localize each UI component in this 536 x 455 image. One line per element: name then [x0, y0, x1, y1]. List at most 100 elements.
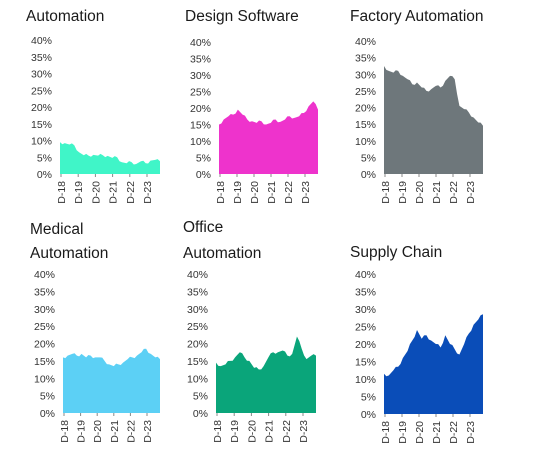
y-tick-label: 20% [31, 102, 52, 114]
x-tick-label: D-19 [229, 420, 241, 443]
x-tick-label: D-22 [283, 181, 295, 204]
y-tick-label: 25% [34, 321, 55, 333]
x-tick-label: D-21 [266, 181, 278, 204]
y-tick-label: 40% [355, 269, 376, 281]
area-series [60, 142, 160, 174]
y-tick-label: 15% [355, 119, 376, 131]
area-series [384, 65, 483, 174]
y-tick-label: 10% [355, 136, 376, 148]
x-tick-label: D-18 [59, 420, 71, 443]
area-series [219, 101, 318, 174]
chart-title: Automation [183, 245, 261, 262]
chart-panel-6: Supply Chain 0% 5% 10% 15% 20% 25% 30% 35% 40% D-1… [350, 244, 483, 444]
chart-title: Automation [30, 245, 108, 262]
x-tick-label: D-20 [249, 181, 261, 204]
x-tick-label: D-19 [73, 181, 85, 204]
x-tick-label: D-20 [414, 421, 426, 444]
x-tick-label: D-23 [298, 420, 310, 443]
y-tick-label: 20% [190, 103, 211, 115]
x-tick-label: D-22 [448, 181, 460, 204]
y-tick-label: 15% [187, 356, 208, 368]
y-tick-label: 30% [355, 69, 376, 81]
x-tick-label: D-23 [465, 181, 477, 204]
y-tick-label: 35% [31, 52, 52, 64]
x-tick-label: D-18 [212, 420, 224, 443]
area-series [63, 348, 160, 413]
x-tick-label: D-21 [264, 420, 276, 443]
y-tick-label: 35% [190, 54, 211, 66]
x-tick-label: D-22 [281, 420, 293, 443]
x-tick-label: D-20 [414, 181, 426, 204]
y-tick-label: 30% [187, 304, 208, 316]
y-tick-label: 15% [190, 120, 211, 132]
y-tick-label: 30% [34, 304, 55, 316]
x-tick-label: D-18 [215, 181, 227, 204]
x-tick-label: D-20 [90, 181, 102, 204]
x-tick-label: D-21 [431, 421, 443, 444]
y-tick-label: 30% [355, 304, 376, 316]
x-tick-label: D-20 [246, 420, 258, 443]
area-series [216, 336, 316, 413]
chart-panel-4: Medical Automation 0% 5% 10% 15% 20% 25% 30% 35% 4… [30, 221, 160, 443]
chart-panel-3: Factory Automation 0% 5% 10% 15% 20% 25% 30% 35%… [350, 8, 484, 204]
x-tick-label: D-23 [142, 181, 154, 204]
y-tick-label: 40% [34, 269, 55, 281]
y-tick-label: 20% [34, 339, 55, 351]
y-tick-label: 15% [355, 357, 376, 369]
x-tick-label: D-23 [142, 420, 154, 443]
x-tick-label: D-22 [125, 181, 137, 204]
x-tick-label: D-22 [448, 421, 460, 444]
y-tick-label: 10% [355, 374, 376, 386]
y-tick-label: 25% [31, 85, 52, 97]
y-tick-label: 0% [361, 169, 376, 181]
y-tick-label: 20% [355, 339, 376, 351]
chart-panel-2: Design Software 0% 5% 10% 15% 20% 25% 30% 35% 40%… [185, 8, 318, 204]
x-tick-label: D-21 [431, 181, 443, 204]
chart-title: Automation [26, 8, 104, 25]
y-tick-label: 0% [37, 169, 52, 181]
y-tick-label: 15% [34, 356, 55, 368]
chart-title: Supply Chain [350, 244, 442, 261]
x-tick-label: D-21 [109, 420, 121, 443]
chart-title: Factory Automation [350, 8, 484, 25]
y-tick-label: 0% [193, 408, 208, 420]
chart-title: Medical [30, 221, 83, 238]
x-tick-label: D-18 [380, 421, 392, 444]
y-tick-label: 10% [34, 373, 55, 385]
y-tick-label: 35% [355, 287, 376, 299]
chart-panel-1: Automation 0% 5% 10% 15% 20% 25% 30% 35% 40% D-18 D… [26, 8, 160, 204]
x-tick-label: D-19 [232, 181, 244, 204]
y-tick-label: 10% [190, 136, 211, 148]
x-tick-label: D-19 [76, 420, 88, 443]
x-tick-label: D-22 [125, 420, 137, 443]
chart-title: Design Software [185, 8, 299, 25]
y-tick-label: 0% [196, 169, 211, 181]
x-tick-label: D-21 [108, 181, 120, 204]
x-tick-label: D-23 [465, 421, 477, 444]
y-tick-label: 20% [355, 103, 376, 115]
y-tick-label: 0% [361, 409, 376, 421]
x-tick-label: D-19 [397, 181, 409, 204]
y-tick-label: 35% [355, 53, 376, 65]
y-tick-label: 30% [31, 69, 52, 81]
chart-title: Office [183, 219, 223, 236]
y-tick-label: 40% [355, 36, 376, 48]
y-tick-label: 25% [355, 86, 376, 98]
y-tick-label: 35% [34, 286, 55, 298]
y-tick-label: 25% [190, 87, 211, 99]
y-tick-label: 15% [31, 119, 52, 131]
x-tick-label: D-18 [380, 181, 392, 204]
x-tick-label: D-18 [56, 181, 68, 204]
y-tick-label: 40% [187, 269, 208, 281]
x-tick-label: D-23 [300, 181, 312, 204]
chart-panel-5: Office Automation 0% 5% 10% 15% 20% 25% 30% 35% 40… [183, 219, 316, 443]
y-tick-label: 5% [361, 152, 376, 164]
y-tick-label: 40% [31, 35, 52, 47]
area-series [384, 314, 483, 414]
y-tick-label: 35% [187, 286, 208, 298]
x-tick-label: D-19 [397, 421, 409, 444]
y-tick-label: 5% [37, 152, 52, 164]
y-tick-label: 5% [361, 392, 376, 404]
y-tick-label: 20% [187, 339, 208, 351]
